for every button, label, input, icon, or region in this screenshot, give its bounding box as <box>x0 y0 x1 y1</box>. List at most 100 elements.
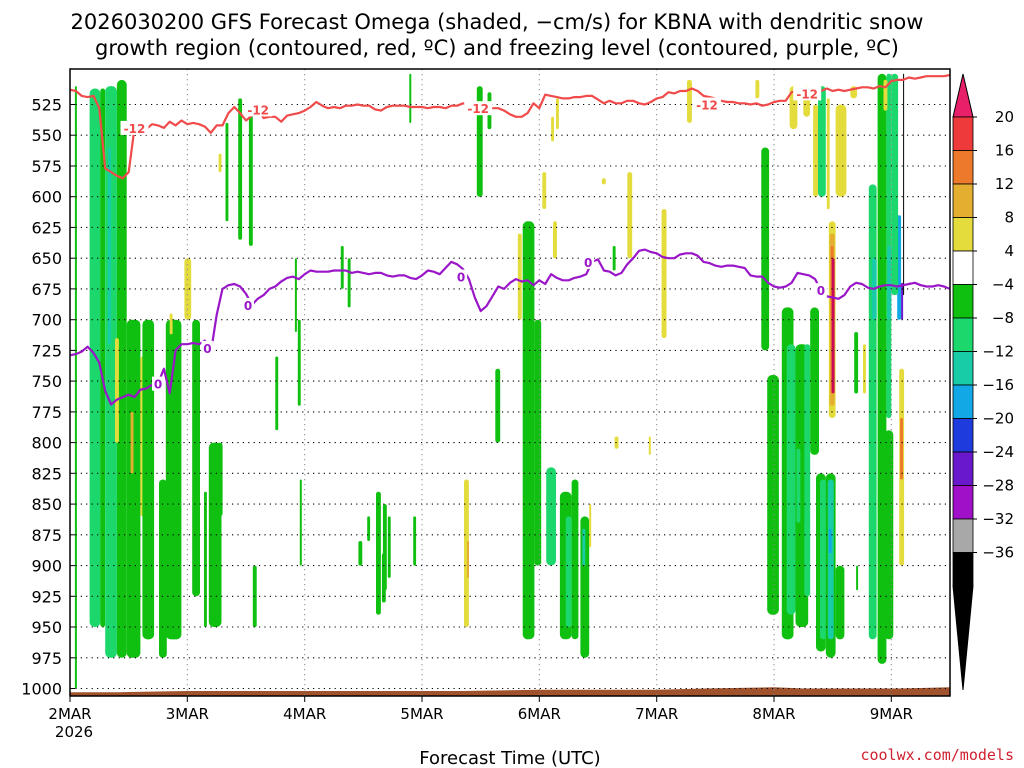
omega-area-39 <box>467 541 469 578</box>
colorbar-label: 20 <box>995 108 1014 126</box>
y-tick-label: 975 <box>31 649 62 668</box>
x-tick-label: 5MAR <box>400 705 443 723</box>
omega-area-71 <box>796 448 801 523</box>
contour-label: -12 <box>696 99 718 113</box>
terrain-ground <box>70 687 950 696</box>
omega-area-58 <box>601 178 606 185</box>
omega-area-51 <box>546 467 556 566</box>
colorbar-segment <box>952 250 974 285</box>
omega-area-65 <box>755 79 760 99</box>
omega-area-37 <box>413 516 417 566</box>
omega-area-72 <box>804 344 811 597</box>
omega-area-2 <box>100 88 106 627</box>
y-tick-label: 875 <box>31 526 62 545</box>
contour-line-1 <box>70 248 950 406</box>
contour-label-bg <box>244 102 273 117</box>
y-tick-label: 675 <box>31 280 62 299</box>
colorbar-label: −12 <box>982 343 1014 361</box>
omega-area-99 <box>884 430 894 640</box>
colorbar-segment <box>952 116 974 151</box>
omega-area-13 <box>169 313 173 335</box>
omega-area-1 <box>89 88 101 627</box>
colorbar-label: −32 <box>982 510 1014 528</box>
omega-area-102 <box>901 282 904 320</box>
colorbar-segment <box>952 317 974 352</box>
contour-label-bg <box>464 101 493 116</box>
omega-area-21 <box>238 98 243 240</box>
omega-area-35 <box>387 516 391 578</box>
y-tick-label: 1000 <box>21 680 62 699</box>
omega-area-34 <box>381 553 386 603</box>
contour-label: 0 <box>584 256 592 270</box>
y-axis: 525 550 575 600 625 650 675 700 725 750 775 800 825 8… <box>21 96 75 699</box>
colorbar-label: −16 <box>982 376 1014 394</box>
x-tick-label: 9MAR <box>870 705 913 723</box>
omega-area-105 <box>900 418 903 480</box>
omega-area-67 <box>767 375 779 615</box>
plot-frame <box>69 68 951 697</box>
colorbar-segment <box>952 552 974 587</box>
omega-area-83 <box>828 528 832 554</box>
colorbar-segment <box>952 384 974 419</box>
omega-area-31 <box>367 516 371 541</box>
omega-area-62 <box>648 436 651 455</box>
contour-label-bg <box>201 340 214 355</box>
colorbar-label: −24 <box>982 443 1014 461</box>
omega-area-64 <box>687 79 692 123</box>
omega-area-103 <box>903 73 905 296</box>
omega-area-25 <box>294 258 297 332</box>
omega-area-30 <box>358 541 363 566</box>
contour-label: -12 <box>467 102 489 116</box>
omega-area-49 <box>553 221 557 259</box>
x-tick-label: 7MAR <box>635 705 678 723</box>
omega-area-76 <box>813 104 818 197</box>
omega-area-26 <box>297 319 301 406</box>
y-tick-label: 775 <box>31 403 62 422</box>
y-tick-label: 825 <box>31 464 62 483</box>
omega-area-59 <box>612 245 616 271</box>
y-tick-label: 900 <box>31 557 62 576</box>
y-tick-label: 925 <box>31 587 62 606</box>
omega-area-11 <box>159 479 167 658</box>
y-tick-label: 550 <box>31 126 62 145</box>
omega-area-78 <box>826 98 830 210</box>
omega-area-12 <box>165 319 182 640</box>
colorbar-label: −8 <box>992 309 1014 327</box>
contour-label-bg <box>455 269 468 284</box>
omega-area-92 <box>856 565 859 591</box>
contour-label: -12 <box>124 122 146 136</box>
y-tick-label: 800 <box>31 434 62 453</box>
x-tick-label: 6MAR <box>518 705 561 723</box>
omega-area-47 <box>542 172 547 209</box>
omega-area-36 <box>409 73 412 123</box>
x-tick-label: 8MAR <box>752 705 795 723</box>
omega-area-20 <box>225 122 229 222</box>
omega-area-38 <box>464 479 469 627</box>
omega-area-96 <box>877 73 887 664</box>
omega-area-93 <box>863 344 866 394</box>
contour-label-bg <box>814 283 827 298</box>
contour-label: 0 <box>457 271 465 285</box>
colorbar-segment <box>952 284 974 319</box>
omega-area-5 <box>116 79 127 658</box>
omega-area-8 <box>130 411 134 474</box>
omega-area-57 <box>589 504 592 548</box>
x-tick-label: 3MAR <box>166 705 209 723</box>
x-tick-label: 4MAR <box>283 705 326 723</box>
contour-label: 0 <box>154 378 162 392</box>
omega-area-24 <box>275 356 279 431</box>
chart-title-line-1: 2026030200 GFS Forecast Omega (shaded, −… <box>71 10 924 34</box>
contour-label-bg <box>582 254 595 269</box>
omega-area-14 <box>184 258 192 320</box>
omega-area-6 <box>115 338 119 443</box>
omega-area-32 <box>376 491 381 615</box>
colorbar-segment <box>952 183 974 218</box>
colorbar-label: 8 <box>1004 209 1014 227</box>
omega-area-91 <box>854 332 859 394</box>
omega-area-0 <box>74 86 77 689</box>
chart-title-line-2: growth region (contoured, red, ºC) and f… <box>95 36 899 60</box>
omega-area-27 <box>299 479 302 566</box>
omega-area-56 <box>582 528 586 566</box>
